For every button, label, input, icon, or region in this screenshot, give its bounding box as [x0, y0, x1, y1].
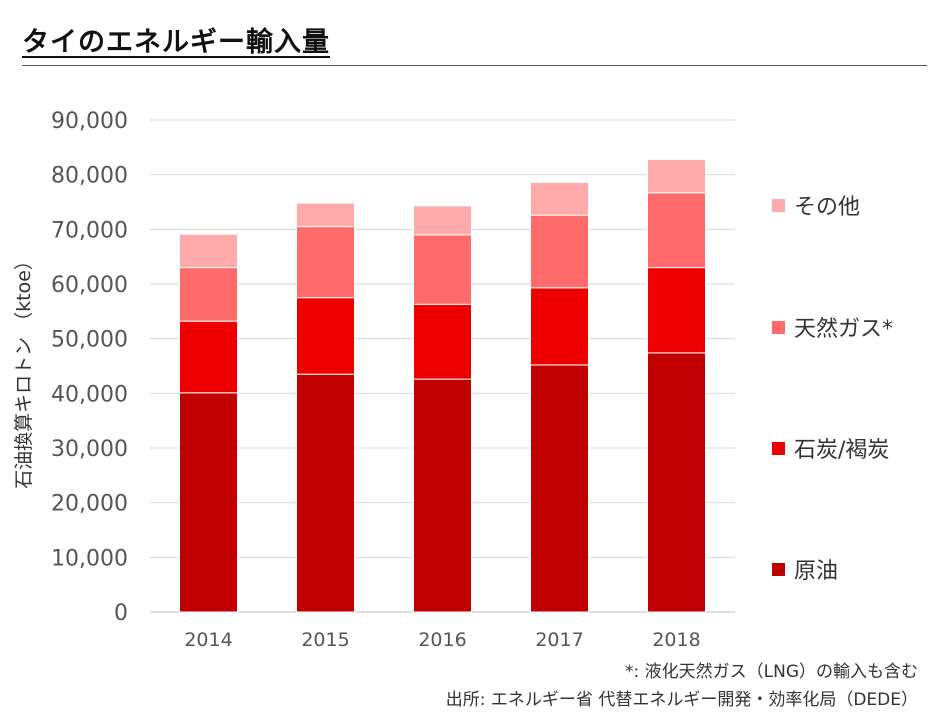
x-tick-label: 2018: [652, 629, 700, 651]
y-tick-label: 80,000: [51, 164, 128, 189]
bar-segment: [296, 226, 355, 299]
bar-segment: [179, 320, 238, 394]
y-tick-label: 60,000: [51, 273, 128, 298]
bar-segment: [530, 364, 589, 613]
legend-item: 天然ガス*: [772, 311, 893, 343]
bar-segment: [413, 234, 472, 305]
bar-segment: [413, 205, 472, 236]
legend-label: 石炭/褐炭: [794, 438, 890, 463]
y-tick-label: 20,000: [51, 492, 128, 517]
bar-segment: [296, 202, 355, 228]
y-tick-label: 90,000: [51, 109, 128, 134]
page-title: タイのエネルギー輸入量: [22, 27, 330, 58]
legend-label: その他: [794, 195, 861, 220]
legend-swatch: [772, 441, 785, 455]
x-tick-label: 2015: [301, 629, 349, 651]
bar-segment: [413, 303, 472, 380]
bar-segment: [647, 158, 706, 194]
bar-segment: [530, 181, 589, 216]
bar-segment: [413, 378, 472, 613]
bar-segment: [530, 214, 589, 289]
title-divider: [22, 65, 927, 66]
legend-swatch: [772, 198, 785, 212]
legend-label: 原油: [794, 559, 839, 584]
y-tick-label: 0: [114, 601, 128, 626]
x-tick-label: 2017: [535, 629, 583, 651]
legend-swatch: [772, 320, 785, 334]
bar-segment: [179, 267, 238, 322]
bar-segment: [647, 267, 706, 354]
source-note: 出所: エネルギー省 代替エネルギー開発・効率化局（DEDE）: [445, 690, 918, 710]
legend-item: その他: [772, 189, 860, 221]
y-tick-label: 30,000: [51, 437, 128, 462]
footnote: *: 液化天然ガス（LNG）の輸入も含む: [625, 662, 918, 682]
legend-label: 天然ガス*: [794, 317, 894, 342]
x-tick-label: 2014: [184, 629, 232, 651]
y-tick-label: 50,000: [51, 328, 128, 353]
legend-item: 石炭/褐炭: [772, 432, 889, 464]
legend-swatch: [772, 562, 785, 576]
y-tick-label: 10,000: [51, 546, 128, 571]
y-tick-label: 70,000: [51, 218, 128, 243]
bar-segment: [179, 392, 238, 613]
bar-segment: [296, 373, 355, 613]
y-axis-label: 石油換算キロトン （ktoe）: [13, 251, 35, 489]
bar-segment: [179, 233, 238, 269]
legend-item: 原油: [772, 553, 838, 585]
bar-segment: [647, 192, 706, 269]
bar-segment: [296, 297, 355, 375]
y-tick-label: 40,000: [51, 382, 128, 407]
bar-segment: [530, 287, 589, 366]
bar-segment: [647, 352, 706, 613]
x-tick-label: 2016: [418, 629, 466, 651]
